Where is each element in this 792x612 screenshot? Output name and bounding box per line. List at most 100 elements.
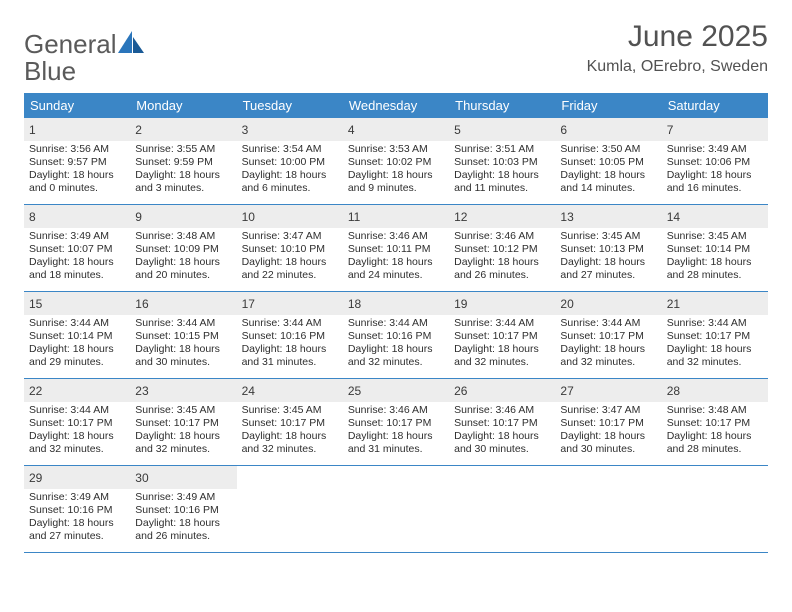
daylight-line2: and 31 minutes. <box>348 443 444 456</box>
daylight-line2: and 27 minutes. <box>29 530 125 543</box>
daylight-line1: Daylight: 18 hours <box>667 169 763 182</box>
daylight-line2: and 9 minutes. <box>348 182 444 195</box>
day-number: 19 <box>454 297 467 311</box>
day-info: Sunrise: 3:45 AMSunset: 10:14 PMDaylight… <box>667 230 763 283</box>
day-number-bar: 2 <box>130 118 236 141</box>
calendar-cell: 16Sunrise: 3:44 AMSunset: 10:15 PMDaylig… <box>130 292 236 378</box>
calendar: Sunday Monday Tuesday Wednesday Thursday… <box>24 93 768 553</box>
sunrise-text: Sunrise: 3:48 AM <box>135 230 231 243</box>
day-info: Sunrise: 3:44 AMSunset: 10:14 PMDaylight… <box>29 317 125 370</box>
daylight-line2: and 20 minutes. <box>135 269 231 282</box>
sunset-text: Sunset: 10:09 PM <box>135 243 231 256</box>
day-info: Sunrise: 3:49 AMSunset: 10:16 PMDaylight… <box>135 491 231 544</box>
daylight-line2: and 28 minutes. <box>667 443 763 456</box>
sunrise-text: Sunrise: 3:46 AM <box>348 404 444 417</box>
sunset-text: Sunset: 10:17 PM <box>348 417 444 430</box>
day-number-bar: 26 <box>449 379 555 402</box>
calendar-cell: 26Sunrise: 3:46 AMSunset: 10:17 PMDaylig… <box>449 379 555 465</box>
daylight-line1: Daylight: 18 hours <box>242 169 338 182</box>
week-row: 29Sunrise: 3:49 AMSunset: 10:16 PMDaylig… <box>24 466 768 553</box>
sunrise-text: Sunrise: 3:49 AM <box>135 491 231 504</box>
day-number-bar: 13 <box>555 205 661 228</box>
day-number: 3 <box>242 123 249 137</box>
day-info: Sunrise: 3:49 AMSunset: 10:06 PMDaylight… <box>667 143 763 196</box>
daylight-line1: Daylight: 18 hours <box>454 343 550 356</box>
day-info: Sunrise: 3:44 AMSunset: 10:16 PMDaylight… <box>242 317 338 370</box>
sunrise-text: Sunrise: 3:49 AM <box>667 143 763 156</box>
daylight-line1: Daylight: 18 hours <box>135 256 231 269</box>
sunrise-text: Sunrise: 3:44 AM <box>454 317 550 330</box>
day-info: Sunrise: 3:44 AMSunset: 10:15 PMDaylight… <box>135 317 231 370</box>
daylight-line2: and 32 minutes. <box>560 356 656 369</box>
day-number: 11 <box>348 210 360 224</box>
calendar-cell: 12Sunrise: 3:46 AMSunset: 10:12 PMDaylig… <box>449 205 555 291</box>
sunset-text: Sunset: 10:14 PM <box>29 330 125 343</box>
day-number-bar: 8 <box>24 205 130 228</box>
day-number: 14 <box>667 210 680 224</box>
daylight-line2: and 28 minutes. <box>667 269 763 282</box>
daylight-line1: Daylight: 18 hours <box>348 169 444 182</box>
daylight-line1: Daylight: 18 hours <box>667 430 763 443</box>
day-number: 27 <box>560 384 573 398</box>
sunrise-text: Sunrise: 3:44 AM <box>135 317 231 330</box>
sunrise-text: Sunrise: 3:56 AM <box>29 143 125 156</box>
sunrise-text: Sunrise: 3:53 AM <box>348 143 444 156</box>
day-number: 28 <box>667 384 680 398</box>
daylight-line1: Daylight: 18 hours <box>135 430 231 443</box>
day-number: 30 <box>135 471 148 485</box>
calendar-cell: 4Sunrise: 3:53 AMSunset: 10:02 PMDayligh… <box>343 118 449 204</box>
daylight-line1: Daylight: 18 hours <box>29 169 125 182</box>
daylight-line1: Daylight: 18 hours <box>135 169 231 182</box>
day-info: Sunrise: 3:46 AMSunset: 10:17 PMDaylight… <box>348 404 444 457</box>
day-number-bar: 28 <box>662 379 768 402</box>
calendar-cell <box>555 466 661 552</box>
calendar-cell: 9Sunrise: 3:48 AMSunset: 10:09 PMDayligh… <box>130 205 236 291</box>
daylight-line1: Daylight: 18 hours <box>29 343 125 356</box>
daylight-line1: Daylight: 18 hours <box>560 343 656 356</box>
calendar-cell <box>343 466 449 552</box>
day-info: Sunrise: 3:46 AMSunset: 10:12 PMDaylight… <box>454 230 550 283</box>
sunrise-text: Sunrise: 3:49 AM <box>29 491 125 504</box>
day-info: Sunrise: 3:51 AMSunset: 10:03 PMDaylight… <box>454 143 550 196</box>
day-number: 21 <box>667 297 680 311</box>
calendar-cell: 19Sunrise: 3:44 AMSunset: 10:17 PMDaylig… <box>449 292 555 378</box>
day-number-bar: 18 <box>343 292 449 315</box>
sunset-text: Sunset: 10:17 PM <box>560 417 656 430</box>
calendar-cell: 3Sunrise: 3:54 AMSunset: 10:00 PMDayligh… <box>237 118 343 204</box>
daylight-line2: and 16 minutes. <box>667 182 763 195</box>
day-info: Sunrise: 3:47 AMSunset: 10:10 PMDaylight… <box>242 230 338 283</box>
sunrise-text: Sunrise: 3:49 AM <box>29 230 125 243</box>
day-number-bar: 16 <box>130 292 236 315</box>
sunset-text: Sunset: 10:16 PM <box>348 330 444 343</box>
sunset-text: Sunset: 10:15 PM <box>135 330 231 343</box>
day-number: 29 <box>29 471 42 485</box>
day-info: Sunrise: 3:46 AMSunset: 10:11 PMDaylight… <box>348 230 444 283</box>
sunset-text: Sunset: 10:16 PM <box>29 504 125 517</box>
calendar-cell: 17Sunrise: 3:44 AMSunset: 10:16 PMDaylig… <box>237 292 343 378</box>
daylight-line1: Daylight: 18 hours <box>29 256 125 269</box>
daylight-line2: and 22 minutes. <box>242 269 338 282</box>
calendar-cell: 25Sunrise: 3:46 AMSunset: 10:17 PMDaylig… <box>343 379 449 465</box>
calendar-cell: 15 Sunrise: 3:44 AMSunset: 10:14 PMDaylig… <box>24 292 130 378</box>
daylight-line1: Daylight: 18 hours <box>454 169 550 182</box>
daylight-line1: Daylight: 18 hours <box>348 430 444 443</box>
daylight-line1: Daylight: 18 hours <box>135 517 231 530</box>
daylight-line2: and 31 minutes. <box>242 356 338 369</box>
calendar-cell: 2Sunrise: 3:55 AMSunset: 9:59 PMDaylight… <box>130 118 236 204</box>
daylight-line2: and 26 minutes. <box>135 530 231 543</box>
calendar-cell: 28 Sunrise: 3:48 AMSunset: 10:17 PMDaylig… <box>662 379 768 465</box>
daylight-line1: Daylight: 18 hours <box>135 343 231 356</box>
calendar-cell: 1Sunrise: 3:56 AMSunset: 9:57 PMDaylight… <box>24 118 130 204</box>
calendar-cell: 21Sunrise: 3:44 AMSunset: 10:17 PMDaylig… <box>662 292 768 378</box>
calendar-cell: 29 Sunrise: 3:49 AMSunset: 10:16 PMDaylig… <box>24 466 130 552</box>
day-info: Sunrise: 3:48 AMSunset: 10:17 PMDaylight… <box>667 404 763 457</box>
day-info: Sunrise: 3:49 AMSunset: 10:16 PMDaylight… <box>29 491 125 544</box>
daylight-line1: Daylight: 18 hours <box>29 517 125 530</box>
day-number: 15 <box>29 297 42 311</box>
sunset-text: Sunset: 10:06 PM <box>667 156 763 169</box>
dow-monday: Monday <box>130 93 236 118</box>
day-number-bar: 3 <box>237 118 343 141</box>
calendar-cell: 14 Sunrise: 3:45 AMSunset: 10:14 PMDaylig… <box>662 205 768 291</box>
day-number: 18 <box>348 297 361 311</box>
day-info: Sunrise: 3:46 AMSunset: 10:17 PMDaylight… <box>454 404 550 457</box>
